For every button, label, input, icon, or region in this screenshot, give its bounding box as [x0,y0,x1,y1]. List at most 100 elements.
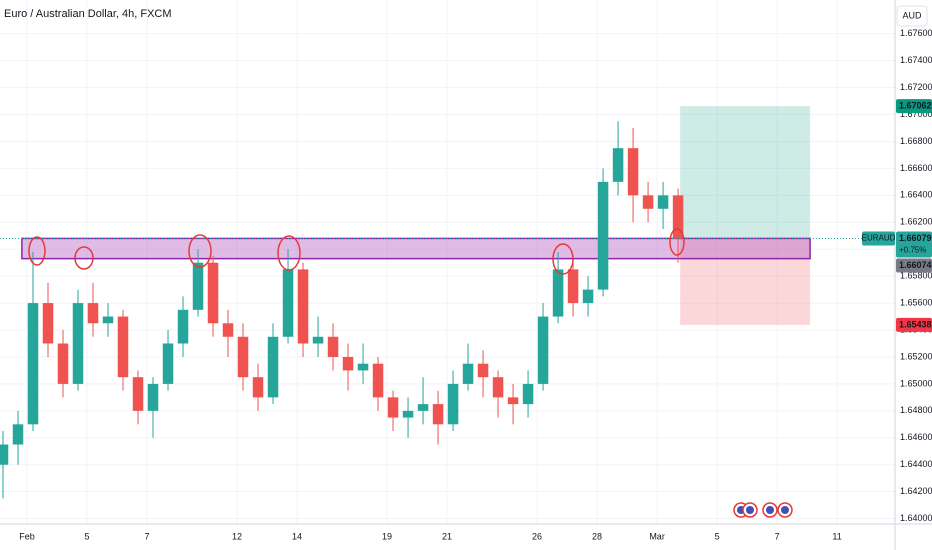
candle-body [327,336,339,357]
candle-body [162,343,174,384]
x-tick-label: 7 [775,531,780,541]
candle-body [312,336,324,344]
y-tick-label: 1.65000 [900,378,932,388]
y-tick-label: 1.67600 [900,28,932,38]
candle-body [462,363,474,384]
target-label: 1.67062 [899,101,932,111]
y-tick-label: 1.64200 [900,486,932,496]
plot [0,106,895,499]
circle-marker [74,246,94,270]
circle-marker [552,243,574,275]
candle-body [432,404,444,425]
candle-body [372,363,384,398]
candle-body [597,181,609,290]
y-tick-label: 1.66200 [900,217,932,227]
candle-body [522,383,534,405]
x-tick-label: 19 [382,531,392,541]
price-badge [896,231,932,258]
y-tick-label: 1.64600 [900,432,932,442]
annotations [28,228,685,275]
y-tick-label: 1.66400 [900,190,932,200]
candle-body [117,316,129,378]
symbol-badge [862,231,895,246]
circle-marker [28,236,46,266]
candle-body [237,336,249,378]
candle-body [297,269,309,344]
x-tick-label: 26 [532,531,542,541]
candle-body [87,303,99,324]
x-tick-label: 14 [292,531,302,541]
currency-button[interactable] [896,5,928,27]
last-price-label: 1.66074 [899,260,932,270]
x-tick-label: 12 [232,531,242,541]
candle-body [282,269,294,337]
event-icons [733,502,793,518]
candle-body [357,363,369,371]
y-tick-label: 1.67400 [900,55,932,65]
candle-body [177,309,189,344]
candle-body [477,363,489,378]
last-price-badge [896,258,932,273]
x-tick-label: 5 [715,531,720,541]
candle-body [642,195,654,209]
x-tick-label: 7 [145,531,150,541]
candle-body [582,289,594,304]
y-tick-label: 1.65800 [900,271,932,281]
event-icon-inner [781,506,789,514]
candle-body [672,195,684,239]
y-tick-label: 1.64800 [900,405,932,415]
zone [21,237,811,260]
price-label: 1.66079 [899,233,932,243]
x-tick-label: Mar [649,531,665,541]
circle-marker [277,235,301,271]
y-tick-label: 1.65600 [900,297,932,307]
y-tick-label: 1.66800 [900,136,932,146]
circle-marker [669,228,685,256]
candle-body [207,262,219,324]
y-tick-label: 1.64000 [900,513,932,523]
candle-body [72,303,84,384]
candle-body [192,262,204,310]
event-icon-inner [746,506,754,514]
chart-title: Euro / Australian Dollar, 4h, FXCM [4,8,172,20]
candle-body [12,424,24,445]
candle-body [387,397,399,418]
candle-body [552,269,564,317]
candle-body [27,303,39,425]
candle-body [0,444,9,465]
change-label: +0.75% [899,246,926,255]
candle-body [222,323,234,337]
candle-body [252,377,264,398]
event-icon-inner [766,506,774,514]
stop-area [680,238,811,325]
y-tick-label: 1.66600 [900,163,932,173]
candle-body [507,397,519,405]
candle-body [132,377,144,411]
candle-body [267,336,279,398]
y-tick-label: 1.65200 [900,351,932,361]
x-tick-label: Feb [19,531,35,541]
y-tick-label: 1.64400 [900,459,932,469]
candle-body [612,148,624,182]
grid [0,0,895,524]
candle-body [417,404,429,411]
stop-label: 1.65438 [899,319,932,329]
candle-body [537,316,549,384]
x-tick-label: 11 [832,531,841,541]
y-tick-label: 1.67000 [900,109,932,119]
candle-body [402,410,414,418]
candle-body [657,195,669,209]
candle-body [42,303,54,344]
stop-label-badge [896,317,932,332]
x-tick-label: 5 [85,531,90,541]
circle-marker [188,234,212,268]
candle-body [447,383,459,425]
y-tick-label: 1.67200 [900,82,932,92]
currency-label: AUD [902,10,922,20]
candle-body [147,383,159,411]
candle-body [492,377,504,398]
candle-body [102,316,114,324]
x-tick-label: 21 [442,531,452,541]
